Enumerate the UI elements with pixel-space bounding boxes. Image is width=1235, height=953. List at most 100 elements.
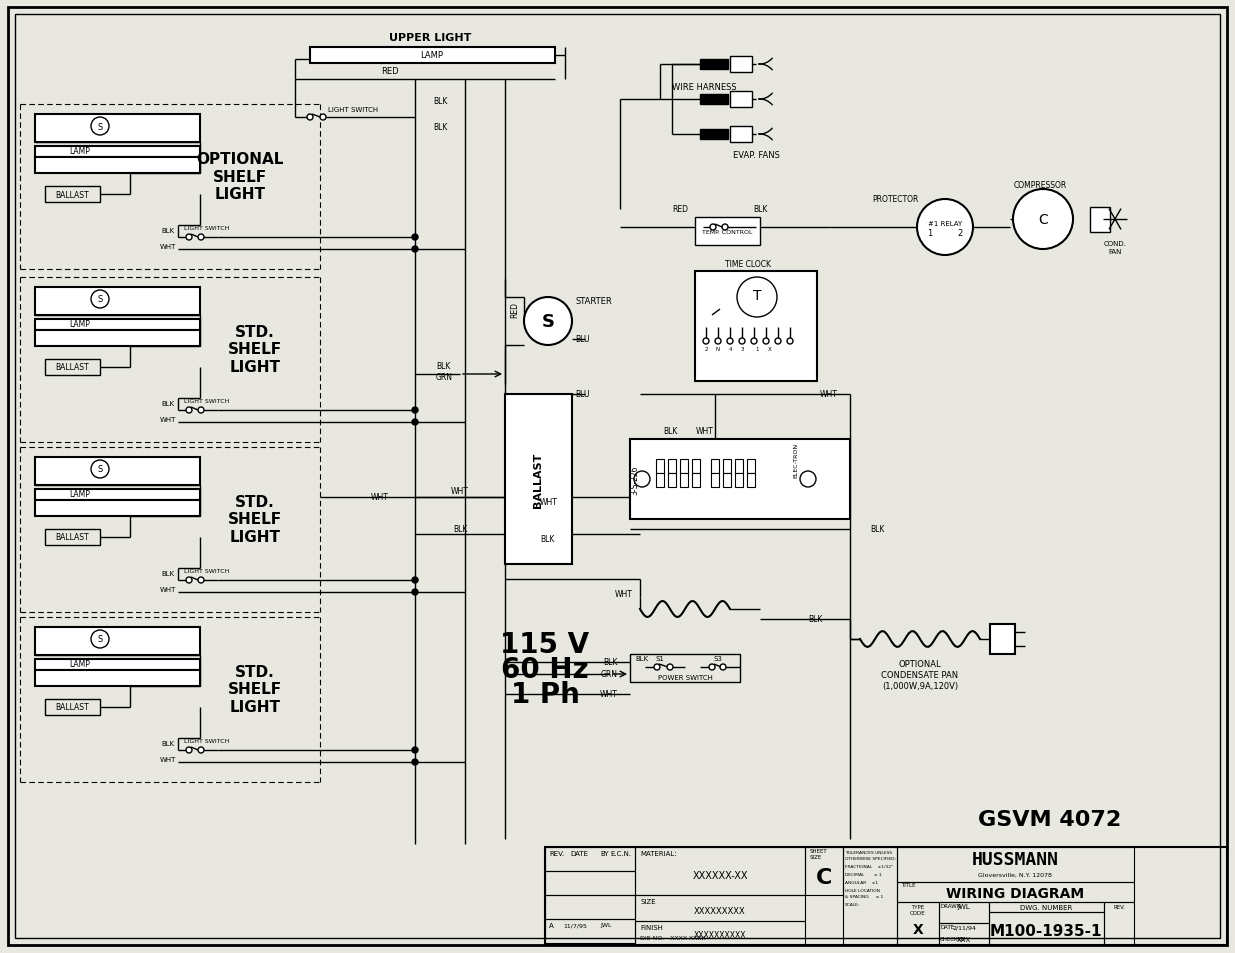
Circle shape xyxy=(91,460,109,478)
Text: 115 V: 115 V xyxy=(500,630,589,659)
Text: ANGULAR    ±1: ANGULAR ±1 xyxy=(845,880,878,884)
Bar xyxy=(805,847,844,895)
Bar xyxy=(1104,902,1134,945)
Bar xyxy=(722,474,731,488)
Text: TOLERANCES UNLESS: TOLERANCES UNLESS xyxy=(845,850,892,854)
Circle shape xyxy=(710,225,716,231)
Bar xyxy=(680,474,688,488)
Text: WHT: WHT xyxy=(451,487,469,496)
Bar xyxy=(735,459,743,474)
Circle shape xyxy=(655,664,659,670)
Bar xyxy=(35,457,200,485)
Bar xyxy=(635,895,805,921)
Bar xyxy=(545,895,635,919)
Text: S1: S1 xyxy=(656,656,664,661)
Text: E.C.N.: E.C.N. xyxy=(610,850,631,856)
Text: SHEET: SHEET xyxy=(810,848,827,854)
Text: LAMP: LAMP xyxy=(69,148,90,156)
Circle shape xyxy=(198,578,204,583)
Text: 60 Hz: 60 Hz xyxy=(501,656,589,683)
Text: WHT: WHT xyxy=(697,427,714,436)
Text: DATE: DATE xyxy=(940,924,955,929)
Circle shape xyxy=(667,664,673,670)
Text: SIZE: SIZE xyxy=(810,855,823,860)
Text: FINISH: FINISH xyxy=(640,924,663,930)
Text: LAMP: LAMP xyxy=(420,51,443,60)
Text: DWG. NUMBER: DWG. NUMBER xyxy=(1020,904,1072,910)
Text: S: S xyxy=(98,295,103,304)
Circle shape xyxy=(412,589,417,596)
Text: LAMP: LAMP xyxy=(69,659,90,669)
Text: BLK: BLK xyxy=(162,228,174,233)
Text: OTHERWISE SPECIFIED:: OTHERWISE SPECIFIED: xyxy=(845,856,897,861)
Text: #1 RELAY: #1 RELAY xyxy=(927,221,962,227)
Bar xyxy=(635,921,805,945)
Circle shape xyxy=(308,115,312,121)
Text: CONDENSATE PAN: CONDENSATE PAN xyxy=(882,671,958,679)
Text: (1,000W,9A,120V): (1,000W,9A,120V) xyxy=(882,681,958,691)
Text: WHT: WHT xyxy=(159,416,177,422)
Text: BLK: BLK xyxy=(604,658,618,667)
Circle shape xyxy=(739,338,745,345)
Circle shape xyxy=(763,338,769,345)
Circle shape xyxy=(412,760,417,765)
Text: GSVM 4072: GSVM 4072 xyxy=(978,809,1121,829)
Text: X: X xyxy=(768,347,772,352)
Text: T: T xyxy=(753,289,761,303)
Circle shape xyxy=(412,247,417,253)
Text: TITLE: TITLE xyxy=(902,882,915,887)
Bar xyxy=(35,147,200,158)
Text: FRACTIONAL    ±1/32": FRACTIONAL ±1/32" xyxy=(845,864,893,868)
Text: S: S xyxy=(541,313,555,331)
Bar xyxy=(700,60,727,70)
Text: SCALE:: SCALE: xyxy=(845,902,861,906)
Text: RED: RED xyxy=(672,205,688,214)
Circle shape xyxy=(91,118,109,136)
Bar xyxy=(35,158,200,173)
Text: HOLE LOCATION: HOLE LOCATION xyxy=(845,888,879,892)
Bar xyxy=(310,48,555,64)
Text: BALLAST: BALLAST xyxy=(534,452,543,507)
Text: BLK: BLK xyxy=(436,362,451,371)
Text: WHT: WHT xyxy=(370,493,389,502)
Text: S3: S3 xyxy=(714,656,722,661)
Bar xyxy=(700,130,727,140)
Text: GRN: GRN xyxy=(601,670,618,679)
Bar xyxy=(35,500,200,517)
Bar xyxy=(747,474,755,488)
Circle shape xyxy=(918,200,973,255)
Circle shape xyxy=(800,472,816,488)
Text: BALLAST: BALLAST xyxy=(56,191,89,199)
Circle shape xyxy=(198,234,204,241)
Bar xyxy=(630,655,740,682)
Bar xyxy=(656,459,664,474)
Text: TIME CLOCK: TIME CLOCK xyxy=(725,260,771,269)
Text: 2: 2 xyxy=(704,347,708,352)
Bar xyxy=(44,530,100,545)
Text: BLU: BLU xyxy=(576,335,589,344)
Text: LIGHT SWITCH: LIGHT SWITCH xyxy=(329,107,378,112)
Bar xyxy=(630,439,850,519)
Text: BLK: BLK xyxy=(162,571,174,577)
Text: MATERIAL:: MATERIAL: xyxy=(640,850,677,856)
Text: WHT: WHT xyxy=(820,390,837,399)
Text: C: C xyxy=(816,867,832,887)
Text: & SPACING     ±.1: & SPACING ±.1 xyxy=(845,894,883,898)
Bar xyxy=(35,331,200,347)
Text: LAMP: LAMP xyxy=(69,320,90,329)
Circle shape xyxy=(709,664,715,670)
Text: WHT: WHT xyxy=(159,244,177,250)
Bar xyxy=(635,932,805,945)
Circle shape xyxy=(737,277,777,317)
Text: DRAWN: DRAWN xyxy=(940,903,961,908)
Text: DATE: DATE xyxy=(571,850,588,856)
Text: BLK: BLK xyxy=(808,615,823,624)
Text: DECIMAL       ±.1: DECIMAL ±.1 xyxy=(845,872,882,876)
Text: JWL: JWL xyxy=(957,903,971,909)
Bar xyxy=(897,882,1134,902)
Text: X: X xyxy=(913,923,924,936)
Text: EVAP. FANS: EVAP. FANS xyxy=(732,151,779,159)
Text: 1: 1 xyxy=(756,347,758,352)
Text: 3: 3 xyxy=(740,347,743,352)
Bar xyxy=(545,871,635,895)
